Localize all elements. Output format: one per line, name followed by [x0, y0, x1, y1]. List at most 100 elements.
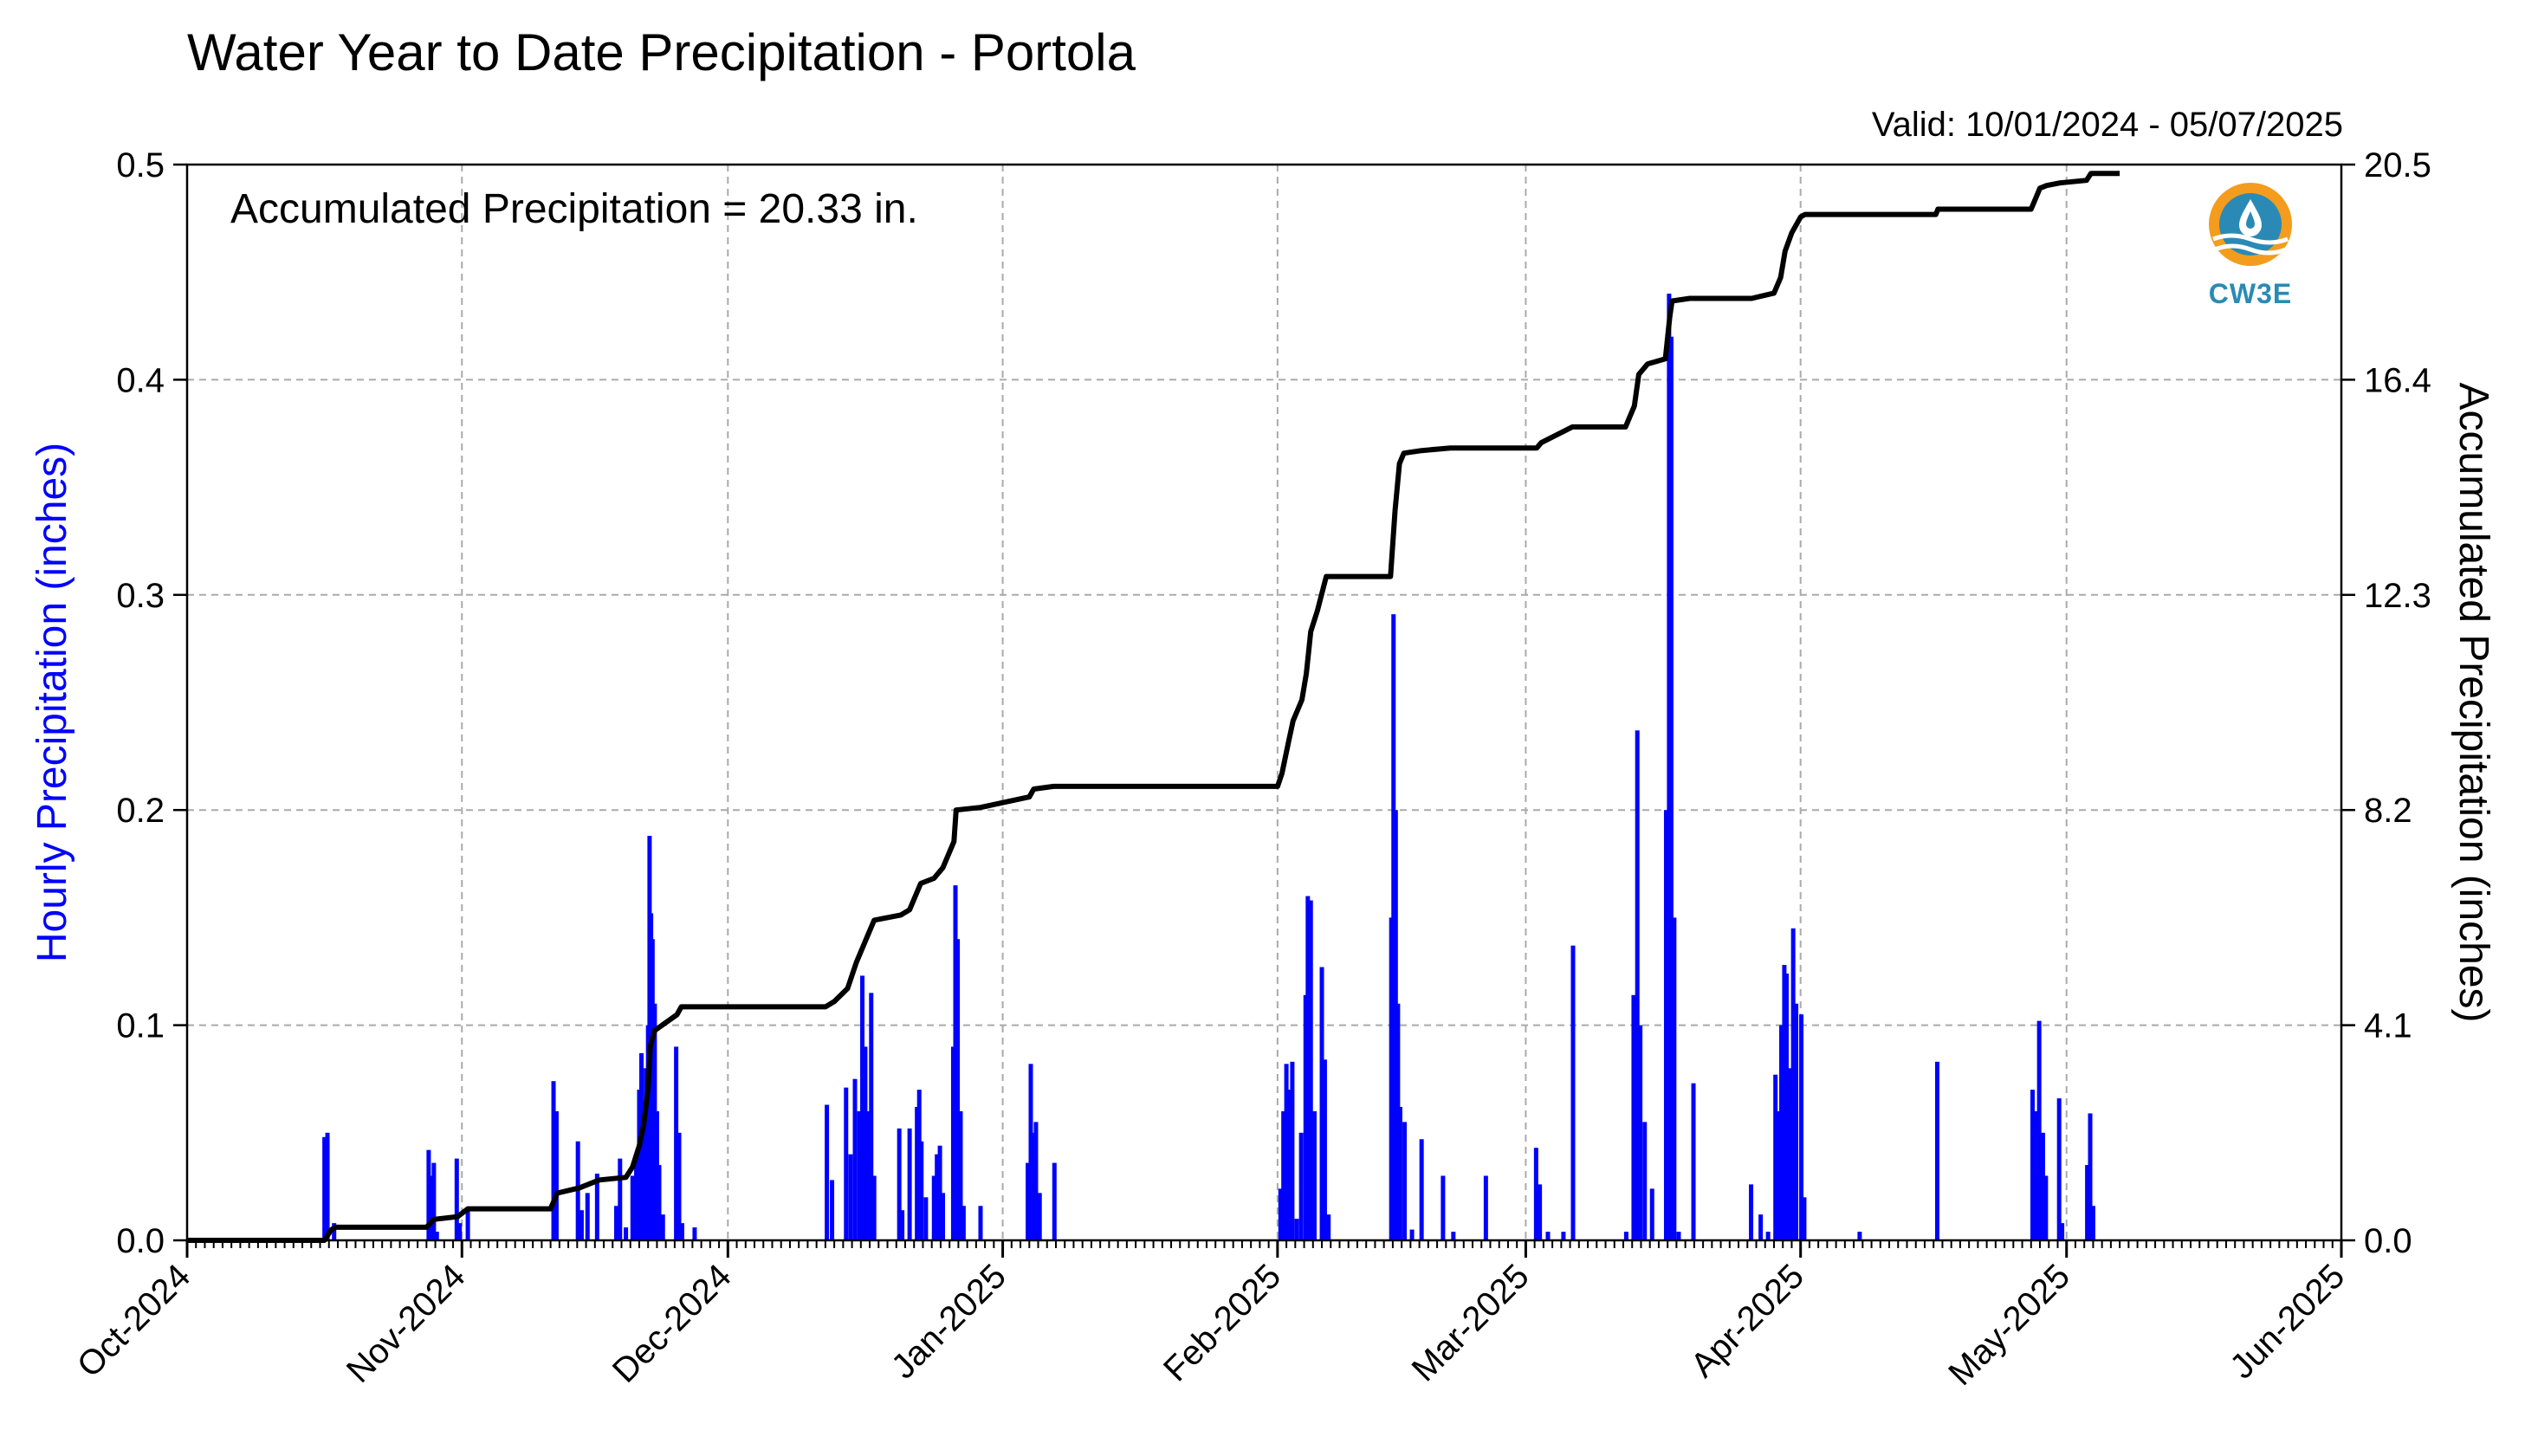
precip-bar	[1857, 1232, 1862, 1240]
precip-bar	[325, 1132, 330, 1240]
precip-bar	[1389, 917, 1394, 1240]
precip-bar	[1765, 1232, 1771, 1240]
y-axis-label: Hourly Precipitation (inches)	[29, 443, 75, 962]
precip-bar	[825, 1104, 830, 1240]
precip-bar	[1570, 945, 1576, 1240]
precip-bar	[594, 1173, 599, 1240]
precip-bar	[1319, 967, 1324, 1240]
precip-bar	[1052, 1162, 1057, 1240]
precip-bar	[551, 1081, 556, 1240]
precip-bar	[657, 1165, 662, 1240]
precip-bar	[1326, 1214, 1331, 1240]
precip-bar	[1281, 1110, 1286, 1240]
y-right-tick-label: 0.0	[2364, 1222, 2412, 1260]
precip-bar	[1667, 294, 1672, 1240]
precip-bar	[1031, 1132, 1036, 1240]
precip-bar	[1028, 1064, 1033, 1240]
precip-bar	[428, 1175, 433, 1240]
precip-bar	[897, 1128, 902, 1240]
y-tick-label: 0.3	[116, 577, 165, 615]
precip-bar	[1676, 1232, 1681, 1240]
precip-bar	[434, 1232, 439, 1240]
precip-bar	[844, 1087, 849, 1240]
x-tick-label: Jun-2025	[2223, 1257, 2352, 1386]
precip-bar	[871, 1175, 877, 1240]
precip-bar	[1037, 1193, 1042, 1240]
precip-bar	[2088, 1113, 2093, 1240]
precip-bar	[900, 1210, 905, 1240]
valid-date-range: Valid: 10/01/2024 - 05/07/2025	[1871, 106, 2343, 144]
precip-bar	[1623, 1232, 1628, 1240]
precip-bar	[978, 1206, 983, 1240]
precip-bar	[652, 1003, 657, 1240]
precip-bar	[1290, 1061, 1295, 1240]
precip-bar	[624, 1227, 629, 1240]
plot-frame	[185, 163, 2343, 1242]
precip-bar	[1782, 965, 1787, 1240]
precip-bar	[955, 939, 961, 1240]
precip-bar	[1441, 1175, 1446, 1240]
x-tick-label: Mar-2025	[1405, 1257, 1537, 1388]
precip-bar	[654, 1110, 659, 1240]
accumulation-annotation: Accumulated Precipitation = 20.33 in.	[230, 186, 918, 232]
precip-bar	[1663, 810, 1668, 1240]
precip-bar	[1784, 973, 1789, 1240]
precip-bar	[953, 885, 958, 1240]
precip-bar	[1635, 730, 1640, 1240]
precip-bar	[1402, 1122, 1408, 1240]
precip-bar	[1311, 1110, 1317, 1240]
precip-bar	[1451, 1232, 1456, 1240]
y-tick-label: 0.2	[116, 792, 165, 830]
precip-bar	[674, 1046, 679, 1240]
y-right-tick-label: 4.1	[2364, 1007, 2412, 1045]
precip-bar	[1483, 1175, 1488, 1240]
precip-bar	[1545, 1232, 1551, 1240]
precip-bar	[1533, 1148, 1538, 1240]
x-tick-label: Oct-2024	[70, 1257, 197, 1384]
precip-bar	[677, 1132, 682, 1240]
cw3e-logo-text: CW3E	[2208, 278, 2293, 309]
precip-bar	[1286, 1090, 1292, 1240]
precip-bar	[426, 1149, 431, 1240]
precip-bar	[1561, 1232, 1566, 1240]
precip-bar	[2033, 1110, 2038, 1240]
precip-bar	[940, 1193, 945, 1240]
precip-bar	[1395, 1003, 1401, 1240]
y-tick-label: 0.5	[116, 146, 165, 184]
precip-bar	[644, 1068, 649, 1240]
precip-bar	[1294, 1219, 1299, 1240]
precip-bar	[919, 1141, 924, 1240]
precip-bar	[637, 1090, 642, 1240]
precip-bar	[950, 1046, 955, 1240]
precip-bar	[1419, 1139, 1424, 1240]
precip-bar	[1779, 1025, 1784, 1240]
precip-bar	[692, 1227, 697, 1240]
precip-bar	[2060, 1223, 2065, 1240]
y-right-tick-label: 20.5	[2364, 146, 2431, 184]
precip-bar	[852, 1078, 858, 1240]
precip-bar	[961, 1206, 966, 1240]
precip-bar	[923, 1197, 929, 1240]
precip-bar	[1802, 1197, 1807, 1240]
precip-bar	[322, 1136, 327, 1240]
cw3e-logo: CW3E	[2203, 177, 2298, 310]
precip-bar	[634, 1154, 639, 1240]
y-tick-label: 0.4	[116, 361, 165, 399]
y-tick-label: 0.1	[116, 1007, 165, 1045]
precip-bar	[958, 1110, 963, 1240]
precip-bar	[1033, 1122, 1039, 1240]
cw3e-logo-icon	[2209, 183, 2292, 266]
precip-bar	[660, 1214, 665, 1240]
accumulation-line	[187, 171, 2120, 1243]
precip-bar	[1393, 810, 1398, 1240]
precip-bar	[431, 1162, 437, 1240]
precip-bar	[830, 1180, 835, 1240]
x-tick-label: Nov-2024	[340, 1257, 473, 1390]
precip-bar	[1668, 336, 1674, 1241]
precip-bar	[2056, 1098, 2062, 1240]
precip-bar	[1934, 1061, 1939, 1240]
precip-bar	[863, 1046, 868, 1240]
precip-bar	[1773, 1074, 1778, 1240]
y-tick-label: 0.0	[116, 1222, 165, 1260]
